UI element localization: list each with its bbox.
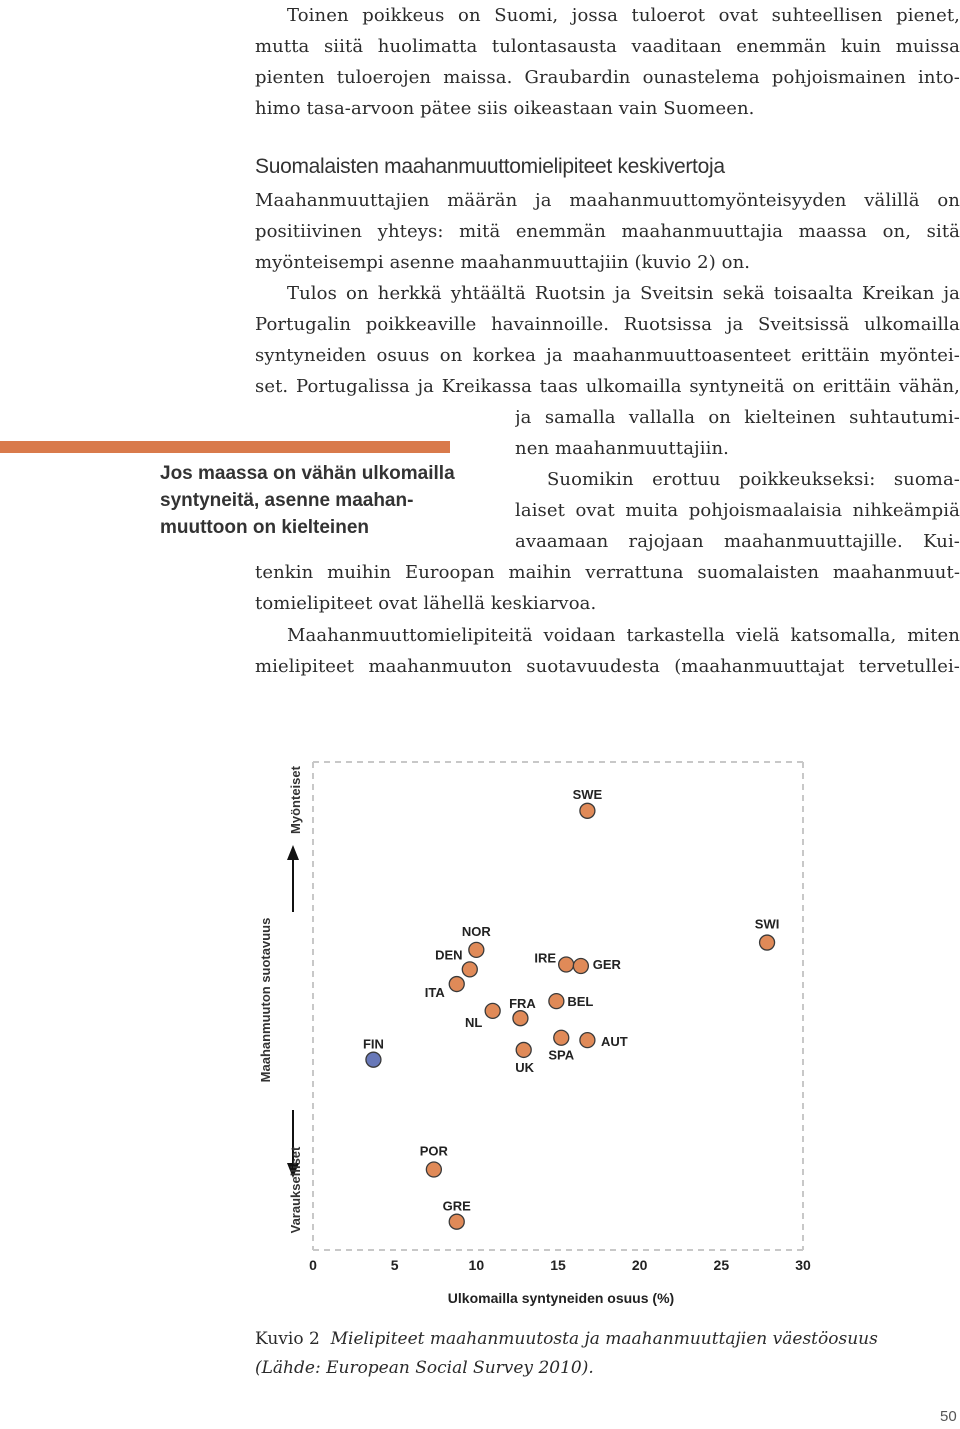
data-point-label: AUT [601, 1034, 628, 1049]
x-tick-label: 30 [795, 1257, 811, 1273]
caption-title: Mielipiteet maahanmuutosta ja maahanmuut… [330, 1329, 878, 1349]
pullquote-line: syntyneitä, asenne maahan- [160, 490, 414, 511]
arrow-up-icon [287, 845, 299, 860]
body-text-line: Suomikin erottuu poikkeukseksi: suoma- [547, 469, 960, 490]
x-tick-label: 15 [550, 1257, 566, 1273]
body-text-line: Portugalin poikkeaville havainnoille. Ru… [255, 314, 960, 335]
body-text-line: set. Portugalissa ja Kreikassa taas ulko… [255, 376, 960, 397]
x-tick-label: 25 [714, 1257, 730, 1273]
body-text-line: Tulos on herkkä yhtäältä Ruotsin ja Svei… [287, 283, 960, 304]
data-point [572, 957, 590, 975]
body-text-line: Toinen poikkeus on Suomi, jossa tuloerot… [287, 5, 960, 26]
data-point [512, 1010, 529, 1027]
body-text-line: mutta siitä huolimatta tulontasausta vaa… [255, 36, 960, 57]
body-text-line: tomielipiteet ovat lähellä keskiarvoa. [255, 593, 597, 614]
body-text-line: myönteisempi asenne maahanmuuttajiin (ku… [255, 252, 751, 273]
scatter-chart: Myönteiset Maahanmuuton suotavuus Varauk… [258, 761, 811, 1306]
data-point [365, 1051, 382, 1068]
section-subheading: Suomalaisten maahanmuuttomielipiteet kes… [255, 155, 725, 178]
body-text-line: positiivinen yhteys: mitä enemmän maahan… [255, 221, 960, 242]
caption-source: (Lähde: European Social Survey 2010). [255, 1358, 594, 1378]
caption-prefix: Kuvio 2 [255, 1329, 320, 1349]
page-number: 50 [940, 1408, 957, 1425]
arrow-down-icon [287, 1163, 299, 1178]
body-text-line: laiset ovat muita pohjoismaalaisia nihke… [515, 500, 960, 521]
data-point [425, 1161, 443, 1178]
x-tick-label: 5 [391, 1257, 399, 1273]
data-point [553, 1029, 570, 1046]
data-point-label: POR [420, 1143, 449, 1158]
data-point-label: BEL [567, 994, 593, 1009]
y-axis-label: Maahanmuuton suotavuus [258, 918, 273, 1083]
data-point-label: DEN [435, 947, 462, 962]
y-top-label: Myönteiset [288, 765, 303, 834]
body-text-line: avaamaan rajojaan maahanmuuttajille. Kui… [515, 531, 960, 552]
body-text-line: ja samalla vallalla on kielteinen suhtau… [515, 407, 960, 428]
body-text-line: tenkin muihin Euroopan maihin verrattuna… [255, 562, 960, 583]
figure-caption: Kuvio 2 Mielipiteet maahanmuutosta ja ma… [255, 1325, 895, 1383]
x-tick-label: 20 [632, 1257, 648, 1273]
data-point-label: SWI [755, 917, 780, 932]
body-text-line: syntyneiden osuus on korkea ja maahanmuu… [255, 345, 960, 366]
body-text-line: mielipiteet maahanmuuton suotavuudesta (… [255, 656, 960, 677]
x-tick-label: 0 [309, 1257, 317, 1273]
pullquote-line: Jos maassa on vähän ulkomailla [160, 463, 455, 484]
data-point-label: GRE [443, 1199, 472, 1214]
body-text-line: himo tasa-arvoon pätee siis oikeastaan v… [255, 98, 755, 119]
data-point [579, 1032, 596, 1049]
data-point [448, 1213, 465, 1230]
data-point [548, 992, 565, 1010]
data-point-label: NOR [462, 924, 492, 939]
x-tick-labels: 0 5 10 15 20 25 30 [309, 1257, 811, 1273]
data-point [579, 802, 596, 819]
y-bottom-label: Varaukselliset [288, 1146, 303, 1233]
x-tick-label: 10 [469, 1257, 485, 1273]
data-point-label: ITA [425, 985, 446, 1000]
data-point-label: SPA [548, 1048, 574, 1063]
pullquote-line: muuttoon on kielteinen [160, 517, 369, 538]
data-point [515, 1041, 532, 1059]
data-point [758, 934, 776, 951]
data-point-label: FRA [509, 996, 536, 1011]
data-point-label: IRE [534, 951, 556, 966]
data-point [558, 956, 575, 973]
data-point [468, 941, 485, 959]
chart-grid [312, 761, 804, 1251]
data-point-label: SWE [573, 787, 603, 802]
data-point [484, 1002, 501, 1020]
data-point-label: NL [465, 1015, 482, 1030]
data-point [448, 975, 465, 993]
body-text-line: nen maahanmuuttajiin. [515, 438, 729, 459]
body-text-line: Maahanmuuttomielipiteitä voidaan tarkast… [287, 625, 960, 646]
chart-axes: Myönteiset Maahanmuuton suotavuus Varauk… [258, 765, 674, 1306]
data-point-label: UK [515, 1060, 534, 1075]
body-text-line: Maahanmuuttajien määrän ja maahanmuuttom… [255, 190, 960, 211]
data-point-label: GER [593, 957, 622, 972]
pullquote: Jos maassa on vähän ulkomailla syntyneit… [160, 460, 460, 541]
pullquote-rule [0, 441, 450, 453]
data-point-label: FIN [363, 1037, 384, 1052]
body-text-line: pienten tuloerojen maissa. Graubardin ou… [255, 67, 960, 88]
data-point [461, 961, 478, 978]
x-axis-label: Ulkomailla syntyneiden osuus (%) [448, 1290, 674, 1306]
